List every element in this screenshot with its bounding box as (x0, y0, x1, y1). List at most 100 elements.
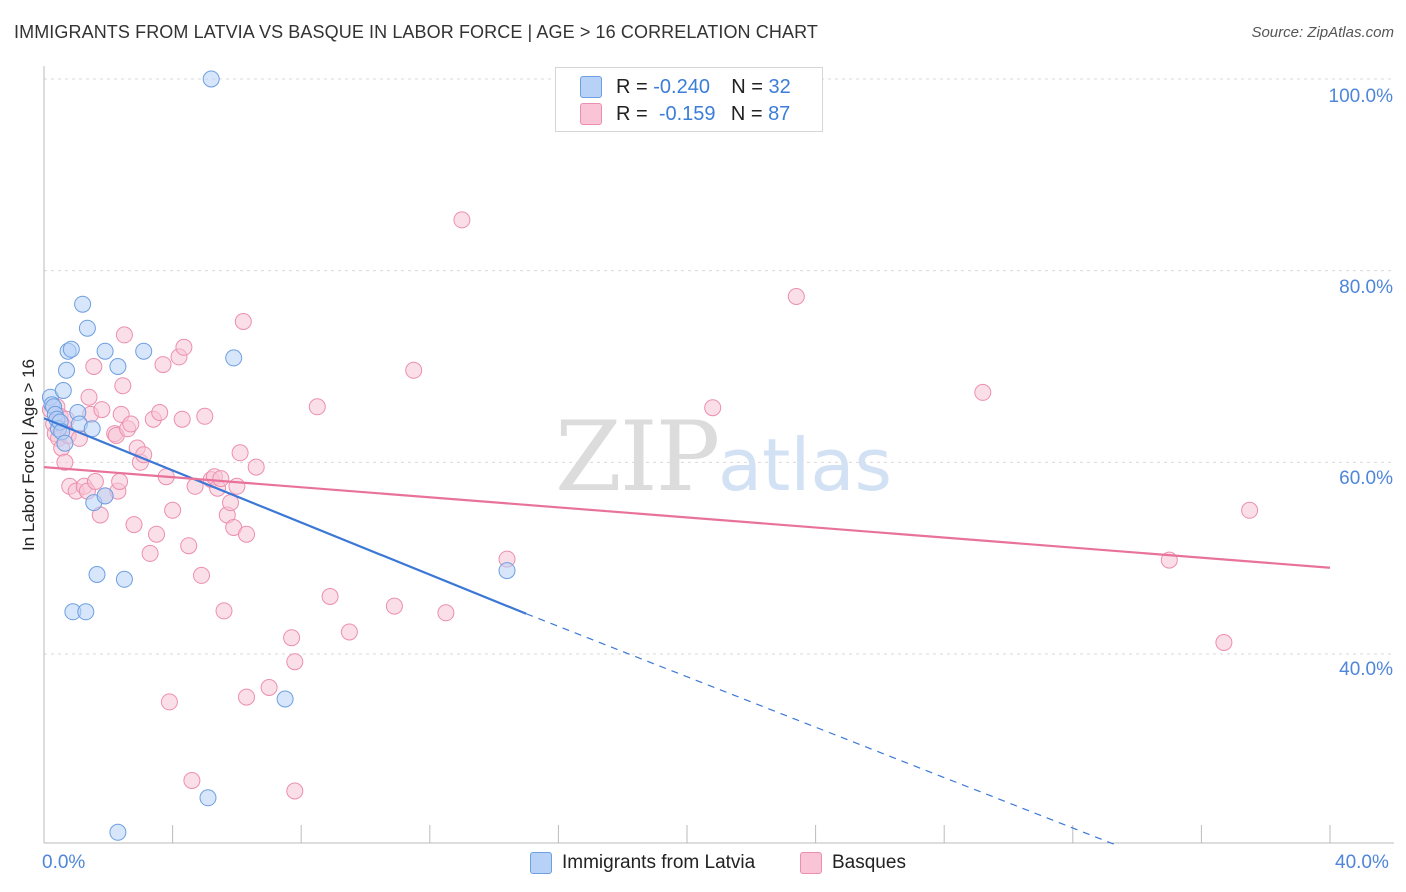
point-latvia (109, 823, 127, 841)
point-basque (1215, 634, 1233, 651)
point-basque (212, 470, 230, 488)
y-tick-label: 60.0% (1339, 468, 1393, 489)
legend-row-basque: R = -0.159 N = 87 (580, 101, 790, 127)
point-basque (193, 566, 210, 584)
legend-r-value-basque: -0.159 (658, 102, 716, 125)
legend-n-value-latvia: 32 (768, 75, 791, 98)
point-latvia (58, 361, 75, 379)
point-basque (183, 772, 201, 789)
trend-lines (43, 417, 1331, 847)
point-basque (453, 211, 471, 229)
trend-line-latvia-extension (526, 613, 1119, 847)
point-basque (437, 604, 455, 622)
point-basque (175, 338, 193, 356)
point-latvia (77, 603, 95, 621)
point-basque (111, 473, 129, 490)
point-latvia (109, 358, 127, 375)
bottom-legend-swatch-latvia (530, 852, 552, 874)
point-latvia (115, 570, 133, 588)
point-basque (141, 544, 159, 562)
point-latvia (56, 434, 74, 452)
series-latvia (41, 70, 516, 841)
point-basque (56, 453, 74, 471)
point-latvia (202, 70, 220, 88)
point-basque (85, 358, 103, 375)
point-basque (340, 623, 358, 641)
point-basque (215, 602, 233, 620)
point-basque (283, 629, 301, 647)
point-basque (308, 398, 326, 416)
trend-line-basque (43, 466, 1331, 569)
trend-line-latvia (43, 417, 527, 615)
point-latvia (74, 295, 92, 313)
watermark-zip: ZIP (555, 401, 718, 513)
bottom-legend-latvia: Immigrants from Latvia (530, 852, 755, 874)
point-latvia (225, 349, 243, 367)
point-basque (154, 356, 172, 374)
source-label: Source: ZipAtlas.com (1251, 24, 1394, 41)
point-basque (93, 401, 111, 419)
point-latvia (62, 340, 80, 358)
bottom-legend-swatch-basque (800, 852, 822, 874)
legend-row-latvia: R = -0.240 N = 32 (580, 74, 791, 100)
axes (43, 66, 1394, 844)
point-latvia (199, 789, 217, 807)
watermark: ZIP atlas (555, 401, 892, 513)
legend-r-label: R = (616, 102, 648, 125)
point-basque (160, 693, 178, 711)
bottom-legend-label-basque: Basques (832, 852, 906, 873)
y-tick-label: 80.0% (1339, 277, 1393, 298)
point-basque (238, 688, 255, 706)
gridlines (44, 78, 1394, 655)
legend-n-value-basque: 87 (768, 102, 791, 125)
point-latvia (78, 319, 96, 337)
point-basque (286, 653, 304, 671)
point-latvia (135, 342, 153, 360)
point-basque (238, 525, 255, 543)
point-basque (286, 782, 304, 800)
point-basque (704, 399, 722, 417)
point-basque (180, 537, 198, 555)
chart-title: IMMIGRANTS FROM LATVIA VS BASQUE IN LABO… (14, 22, 818, 42)
bottom-legend-label-latvia: Immigrants from Latvia (562, 852, 756, 873)
legend-n-label: N = (730, 102, 763, 125)
y-tick-label: 40.0% (1339, 659, 1393, 680)
point-latvia (96, 342, 114, 360)
point-basque (196, 407, 214, 425)
watermark-atlas: atlas (718, 423, 892, 507)
point-basque (151, 404, 169, 421)
bottom-legend-basque: Basques (800, 852, 906, 874)
point-latvia (54, 382, 72, 399)
point-basque (405, 361, 423, 379)
point-basque (86, 473, 104, 490)
point-basque (114, 377, 132, 395)
legend-r-value-latvia: -0.240 (653, 75, 710, 98)
point-latvia (96, 487, 114, 505)
point-basque (260, 679, 278, 696)
point-basque (787, 288, 805, 305)
point-latvia (88, 566, 106, 583)
point-basque (1241, 501, 1259, 519)
point-basque (385, 597, 403, 615)
point-basque (173, 410, 191, 428)
x-tick-label-left: 0.0% (42, 852, 86, 873)
point-basque (125, 516, 143, 534)
y-axis-label: In Labor Force | Age > 16 (19, 358, 38, 552)
point-basque (80, 388, 98, 406)
point-basque (231, 444, 249, 462)
point-latvia (276, 690, 294, 708)
point-basque (164, 501, 182, 519)
point-basque (247, 458, 265, 476)
legend-swatch-latvia (580, 76, 602, 98)
point-basque (234, 313, 252, 330)
legend-r-label: R = (616, 75, 648, 98)
x-tick-label-right: 40.0% (1335, 852, 1389, 873)
y-tick-label: 100.0% (1328, 86, 1393, 107)
point-basque (115, 326, 133, 344)
point-basque (122, 415, 140, 433)
point-basque (321, 588, 339, 605)
point-basque (148, 525, 165, 543)
point-latvia (498, 562, 516, 580)
legend-box: R = -0.240 N = 32 R = -0.159 N = 87 (555, 67, 823, 132)
